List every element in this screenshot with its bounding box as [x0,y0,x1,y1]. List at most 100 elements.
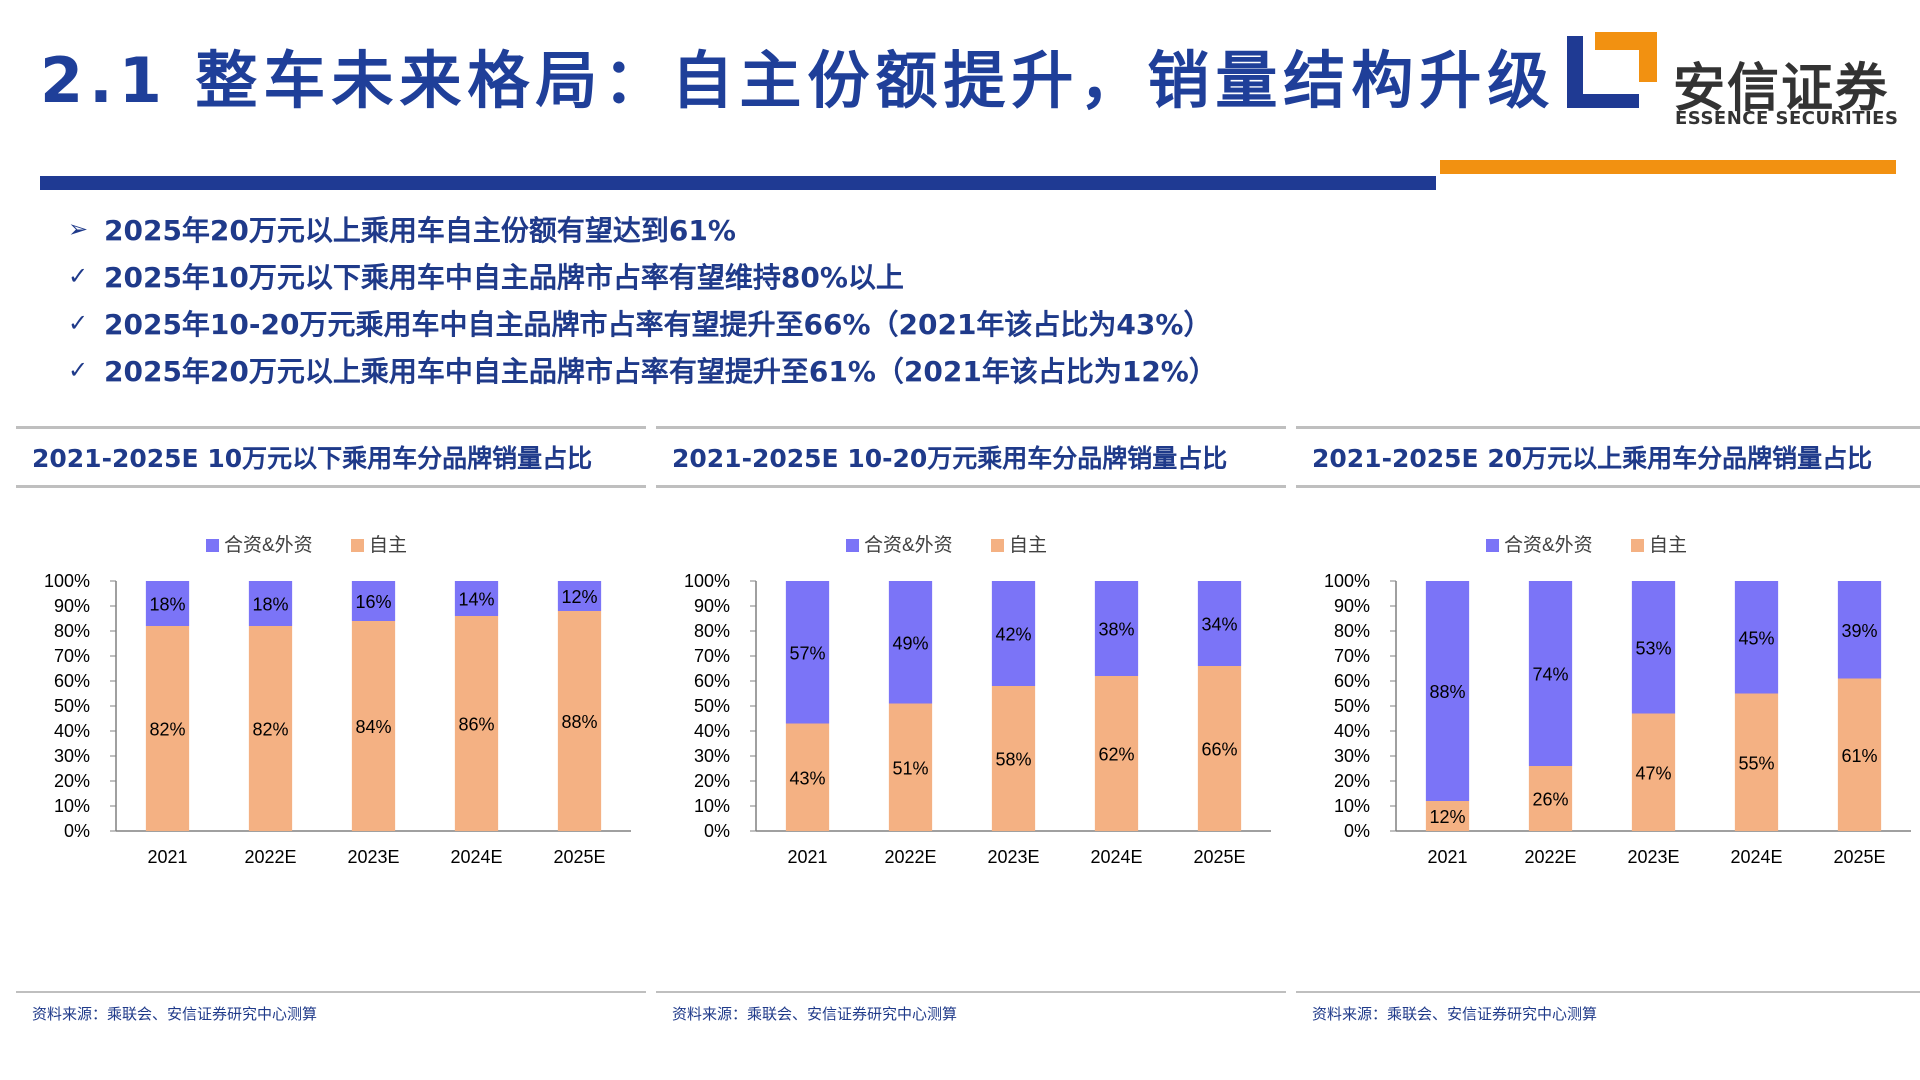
x-tick-label: 2025E [1193,847,1245,867]
y-tick-label: 10% [1334,796,1370,816]
bar-domestic [991,686,1036,831]
y-tick-label: 80% [1334,621,1370,641]
data-label-foreign: 18% [149,595,185,615]
stacked-bar-chart: 合资&外资 自主 0% 10% 20% 30% 40% 50% 60% 70% 80% 90% 100%… [684,534,1271,867]
x-tick-label: 2022E [884,847,936,867]
bar-foreign [351,581,396,621]
x-tick-label: 2025E [553,847,605,867]
bar-domestic [1425,801,1470,831]
data-label-foreign: 88% [1429,682,1465,702]
y-tick-label: 90% [54,596,90,616]
legend-label: 合资&外资 [864,534,953,556]
data-label-domestic: 55% [1738,753,1774,773]
data-label-domestic: 12% [1429,807,1465,827]
legend-swatch [846,539,859,552]
legend-swatch [991,539,1004,552]
data-label-domestic: 82% [149,720,185,740]
y-tick-label: 20% [54,771,90,791]
logo-chinese-name: 安信证券 [1673,59,1890,119]
data-label-domestic: 82% [252,720,288,740]
stacked-bar-chart: 合资&外资 自主 0% 10% 20% 30% 40% 50% 60% 70% 80% 90% 100%… [44,534,631,867]
legend-label: 合资&外资 [224,534,313,556]
checkmark-icon: ✓ [68,308,89,337]
bar-foreign [557,581,602,611]
bar-foreign [145,581,190,626]
data-label-foreign: 74% [1532,665,1568,685]
key-point: ✓ 2025年10万元以下乘用车中自主品牌市占率有望维持80%以上 [68,252,1217,299]
key-point: ✓ 2025年10-20万元乘用车中自主品牌市占率有望提升至66%（2021年该… [68,299,1217,346]
y-tick-label: 100% [44,571,90,591]
y-tick-label: 90% [1334,596,1370,616]
checkmark-icon: ✓ [68,261,89,290]
bar-foreign [1425,581,1470,801]
data-label-foreign: 45% [1738,628,1774,648]
page-title: 2.1 整车未来格局：自主份额提升，销量结构升级 [40,44,1556,117]
y-tick-label: 40% [54,721,90,741]
bar-foreign [888,581,933,704]
panel-title: 2021-2025E 10万元以下乘用车分品牌销量占比 [32,444,593,473]
panel-footer-divider [16,991,646,993]
panel-header: 2021-2025E 20万元以上乘用车分品牌销量占比 [1296,426,1920,488]
y-tick-label: 50% [54,696,90,716]
y-tick-label: 100% [1324,571,1370,591]
y-tick-label: 50% [694,696,730,716]
y-tick-label: 20% [694,771,730,791]
panel-title: 2021-2025E 10-20万元乘用车分品牌销量占比 [672,444,1228,473]
data-label-domestic: 26% [1532,790,1568,810]
bar-domestic [1197,666,1242,831]
x-tick-label: 2024E [1090,847,1142,867]
bar-domestic [248,626,293,831]
bar-domestic [785,723,830,831]
y-tick-label: 0% [64,821,90,841]
bar-domestic [1837,678,1882,831]
bar-foreign [454,581,499,616]
data-label-foreign: 53% [1635,638,1671,658]
data-label-domestic: 84% [355,717,391,737]
legend-swatch [351,539,364,552]
y-tick-label: 90% [694,596,730,616]
panel-source: 资料来源：乘联会、安信证券研究中心测算 [672,1005,958,1023]
bar-domestic [888,703,933,831]
panel-header: 2021-2025E 10-20万元乘用车分品牌销量占比 [656,426,1286,488]
bar-foreign [991,581,1036,686]
bar-domestic [1734,693,1779,831]
x-tick-label: 2023E [987,847,1039,867]
bar-foreign [1837,581,1882,679]
y-tick-label: 30% [694,746,730,766]
y-tick-label: 60% [54,671,90,691]
bar-foreign [1094,581,1139,676]
legend-swatch [206,539,219,552]
y-tick-label: 80% [694,621,730,641]
data-label-domestic: 86% [458,715,494,735]
key-point-text: 2025年10-20万元乘用车中自主品牌市占率有望提升至66%（2021年该占比… [104,307,1212,341]
bar-foreign [1631,581,1676,714]
key-point: ➢ 2025年20万元以上乘用车自主份额有望达到61% [68,205,1217,252]
x-tick-label: 2024E [1730,847,1782,867]
x-tick-label: 2023E [347,847,399,867]
data-label-domestic: 43% [789,768,825,788]
header-divider-blue [40,176,1436,190]
bar-foreign [785,581,830,724]
bar-domestic [1631,713,1676,831]
legend-label: 合资&外资 [1504,534,1593,556]
y-tick-label: 70% [694,646,730,666]
bar-domestic [351,621,396,831]
data-label-domestic: 47% [1635,763,1671,783]
chart-panel-100k-200k: 2021-2025E 10-20万元乘用车分品牌销量占比 合资&外资 自主 0% 10… [656,426,1286,1026]
chart-panel-under-100k: 2021-2025E 10万元以下乘用车分品牌销量占比 合资&外资 自主 0% 10%… [16,426,646,1026]
data-label-foreign: 57% [789,643,825,663]
data-label-foreign: 38% [1098,620,1134,640]
data-label-domestic: 66% [1201,740,1237,760]
x-tick-label: 2021 [787,847,827,867]
data-label-foreign: 34% [1201,615,1237,635]
key-point-text: 2025年10万元以下乘用车中自主品牌市占率有望维持80%以上 [104,260,904,294]
panel-source: 资料来源：乘联会、安信证券研究中心测算 [1312,1005,1598,1023]
y-tick-label: 80% [54,621,90,641]
legend-label: 自主 [1009,534,1047,556]
y-tick-label: 10% [54,796,90,816]
y-tick-label: 20% [1334,771,1370,791]
bar-foreign [248,581,293,626]
bar-foreign [1197,581,1242,666]
x-tick-label: 2024E [450,847,502,867]
x-tick-label: 2022E [1524,847,1576,867]
